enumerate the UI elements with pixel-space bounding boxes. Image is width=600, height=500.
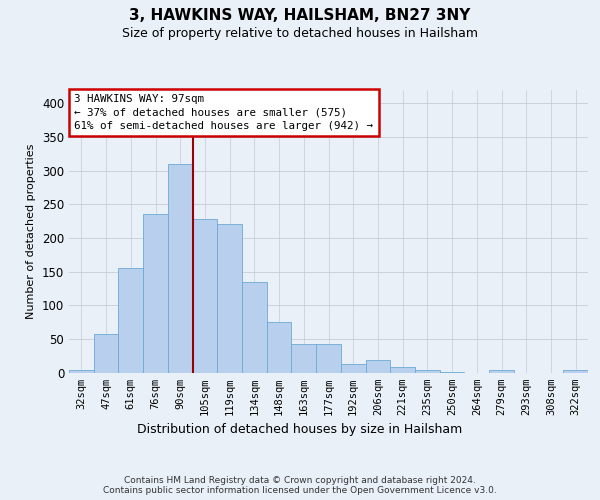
Bar (94, 334, 118, 372)
Bar (563, 370, 588, 372)
Text: Distribution of detached houses by size in Hailsham: Distribution of detached houses by size … (137, 422, 463, 436)
Bar (365, 360, 390, 372)
Text: Size of property relative to detached houses in Hailsham: Size of property relative to detached ho… (122, 28, 478, 40)
Bar (415, 370, 440, 372)
Y-axis label: Number of detached properties: Number of detached properties (26, 144, 37, 319)
Text: Contains HM Land Registry data © Crown copyright and database right 2024.
Contai: Contains HM Land Registry data © Crown c… (103, 476, 497, 495)
Bar (193, 219, 217, 372)
Text: 3, HAWKINS WAY, HAILSHAM, BN27 3NY: 3, HAWKINS WAY, HAILSHAM, BN27 3NY (130, 8, 470, 22)
Bar (292, 344, 316, 372)
Bar (69, 370, 94, 372)
Bar (217, 224, 242, 372)
Bar (242, 282, 267, 372)
Bar (143, 214, 168, 372)
Bar (168, 164, 193, 372)
Bar (341, 364, 365, 372)
Bar (118, 268, 143, 372)
Bar (267, 322, 292, 372)
Bar (489, 370, 514, 372)
Bar (390, 367, 415, 372)
Bar (316, 344, 341, 372)
Text: 3 HAWKINS WAY: 97sqm
← 37% of detached houses are smaller (575)
61% of semi-deta: 3 HAWKINS WAY: 97sqm ← 37% of detached h… (74, 94, 373, 130)
